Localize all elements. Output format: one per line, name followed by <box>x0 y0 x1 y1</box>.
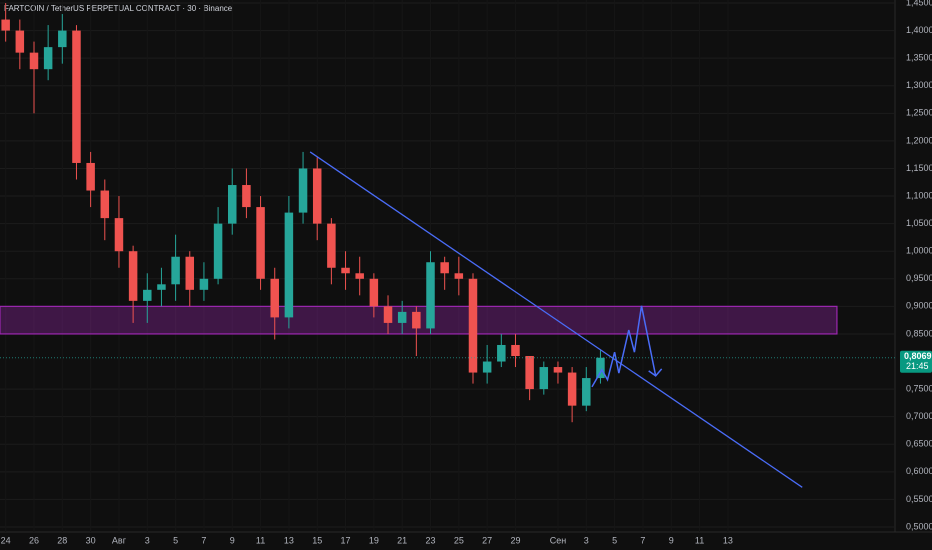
candle-body <box>327 223 336 268</box>
x-tick-label: 23 <box>425 535 435 545</box>
candle-body <box>567 372 577 406</box>
candle-body <box>72 30 81 163</box>
candle-body <box>100 190 110 219</box>
candle-body <box>29 52 39 70</box>
x-tick-label: 7 <box>640 535 645 545</box>
candle-body <box>15 30 25 53</box>
candle-body <box>525 356 534 390</box>
y-tick-label: 1,1500 <box>906 163 932 173</box>
candle-body <box>553 367 563 373</box>
x-tick-label: 29 <box>510 535 520 545</box>
x-tick-label: 28 <box>57 535 67 545</box>
candle-body <box>256 207 265 279</box>
candle-body <box>242 185 251 208</box>
projection-path <box>591 305 657 388</box>
candle-body <box>298 168 308 213</box>
y-tick-label: 1,0500 <box>906 218 932 228</box>
y-tick-label: 0,6500 <box>906 439 932 449</box>
time-left-label: 21:45 <box>906 361 929 371</box>
last-price-label: 0,8069 <box>904 351 932 361</box>
projection-arrowhead <box>648 368 663 377</box>
candle-body <box>341 267 350 274</box>
y-tick-label: 1,0000 <box>906 246 932 256</box>
candle-body <box>227 185 237 224</box>
x-tick-label: 19 <box>369 535 379 545</box>
y-tick-label: 1,3000 <box>906 80 932 90</box>
last-price-box <box>900 350 932 373</box>
x-tick-label: 30 <box>86 535 96 545</box>
x-tick-label: 5 <box>612 535 617 545</box>
x-tick-label: 9 <box>669 535 674 545</box>
candle-body <box>143 289 152 301</box>
y-tick-label: 0,7500 <box>906 383 932 393</box>
candle-body <box>397 311 407 323</box>
candle-body <box>412 311 421 329</box>
candle-body <box>511 344 520 357</box>
x-tick-label: 9 <box>230 535 235 545</box>
x-tick-label: 13 <box>284 535 294 545</box>
chart-title: FARTCOIN / TetherUS PERPETUAL CONTRACT ·… <box>4 4 233 13</box>
candle-body <box>199 278 209 290</box>
candle-body <box>43 47 53 70</box>
x-tick-label: 27 <box>482 535 492 545</box>
x-tick-label: Авг <box>112 535 127 545</box>
y-tick-label: 0,8500 <box>906 328 932 338</box>
y-tick-label: 1,2500 <box>906 108 932 118</box>
y-tick-label: 0,9000 <box>906 301 932 311</box>
candle-body <box>426 262 435 329</box>
x-tick-label: 11 <box>256 535 265 545</box>
y-tick-label: 0,6000 <box>906 466 932 476</box>
candle-body <box>355 273 364 279</box>
y-tick-label: 1,1000 <box>906 190 932 200</box>
x-tick-label: 24 <box>1 535 11 545</box>
candle-body <box>284 212 294 318</box>
x-tick-label: 3 <box>145 535 150 545</box>
y-tick-label: 1,3500 <box>906 53 932 63</box>
x-tick-label: 26 <box>29 535 39 545</box>
candle-body <box>86 162 95 191</box>
x-tick-label: 17 <box>341 535 351 545</box>
candle-body <box>369 278 379 307</box>
x-tick-label: 3 <box>584 535 589 545</box>
candle-body <box>497 344 506 362</box>
y-tick-label: 1,4500 <box>906 0 932 7</box>
candle-body <box>440 262 449 274</box>
candle-body <box>539 367 549 390</box>
candle-body <box>482 361 492 373</box>
y-tick-label: 1,2000 <box>906 135 932 145</box>
candle-body <box>468 278 478 373</box>
x-tick-label: 7 <box>201 535 206 545</box>
x-tick-label: 25 <box>454 535 464 545</box>
candle-body <box>114 218 124 252</box>
candle-body <box>270 278 279 318</box>
x-tick-label: 11 <box>695 535 704 545</box>
x-tick-label: 5 <box>173 535 178 545</box>
y-tick-label: 0,5500 <box>906 494 932 504</box>
candle-body <box>312 168 322 224</box>
y-tick-label: 1,4000 <box>906 25 932 35</box>
candle-body <box>128 251 138 301</box>
candle-body <box>1 19 10 31</box>
x-tick-label: 15 <box>312 535 322 545</box>
trendline <box>309 151 803 488</box>
candle-body <box>596 357 605 379</box>
candle-body <box>383 306 393 323</box>
candle-body <box>157 284 166 290</box>
candle-body <box>185 256 195 290</box>
candle-body <box>454 273 464 279</box>
candle-body <box>213 223 223 279</box>
y-tick-label: 0,5000 <box>906 521 932 531</box>
y-tick-label: 0,7000 <box>906 411 932 421</box>
candle-body <box>582 378 591 406</box>
y-tick-label: 0,9500 <box>906 273 932 283</box>
x-tick-label: Сен <box>550 535 567 545</box>
candle-body <box>58 30 67 48</box>
x-tick-label: 21 <box>397 535 407 545</box>
x-tick-label: 13 <box>723 535 733 545</box>
candle-body <box>171 256 180 285</box>
